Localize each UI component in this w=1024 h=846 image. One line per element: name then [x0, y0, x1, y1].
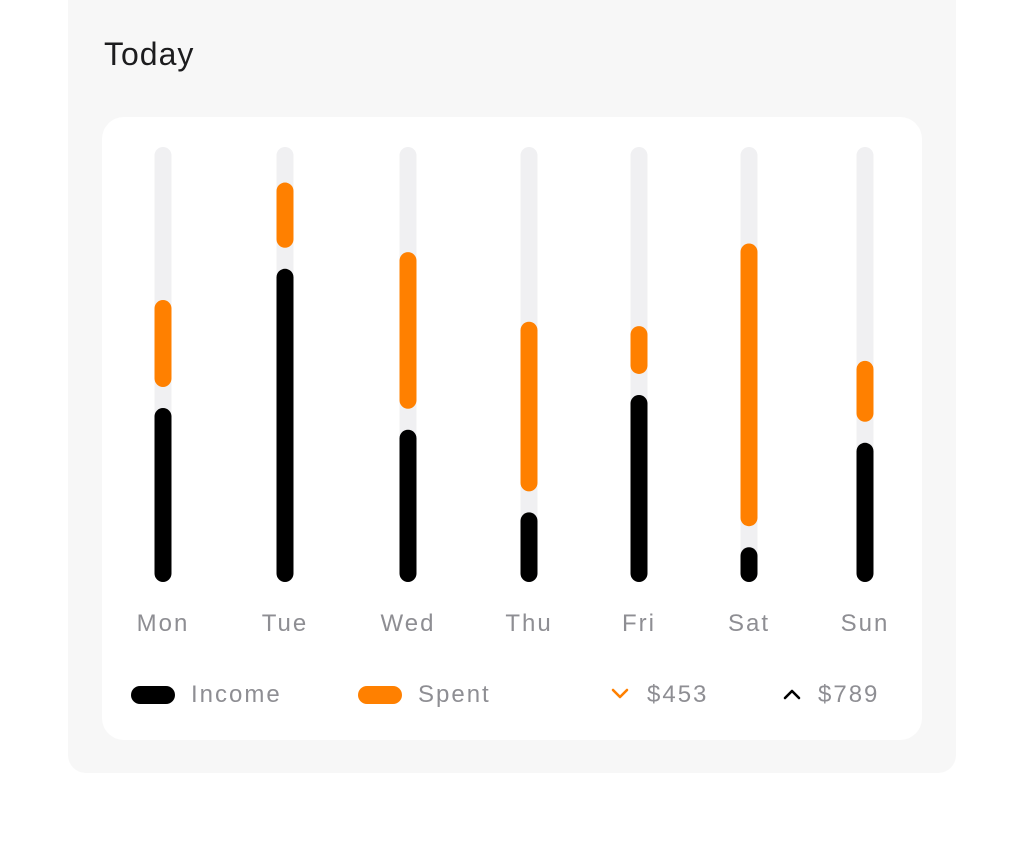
chart-panel: [102, 117, 922, 740]
chevron-up-icon: [783, 689, 801, 700]
income-legend-label: Income: [191, 681, 282, 708]
spent-legend-label: Spent: [418, 681, 491, 708]
chevron-down-icon: [611, 688, 629, 699]
spent-legend-swatch: [358, 686, 402, 704]
card-title: Today: [104, 36, 195, 72]
low-total-value: $453: [647, 681, 709, 708]
high-total-value: $789: [818, 681, 880, 708]
income-legend-swatch: [131, 686, 175, 704]
